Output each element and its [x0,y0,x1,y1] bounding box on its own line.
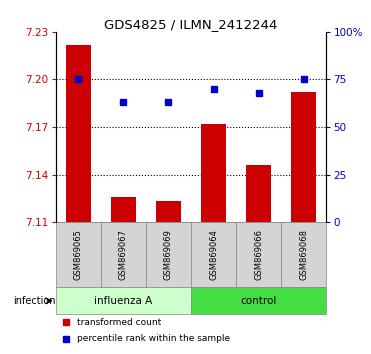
Text: transformed count: transformed count [77,318,161,327]
Bar [111,197,136,222]
Text: GSM869065: GSM869065 [74,229,83,280]
Bar [281,222,326,287]
Bar [236,222,281,287]
Text: infection: infection [13,296,56,306]
Bar [246,165,271,222]
Bar [66,45,91,222]
Bar [191,222,236,287]
Bar [191,287,326,314]
Text: GSM869066: GSM869066 [254,229,263,280]
Text: GSM869068: GSM869068 [299,229,308,280]
Bar [101,222,146,287]
Text: GSM869067: GSM869067 [119,229,128,280]
Bar [292,92,316,222]
Text: control: control [240,296,277,306]
Bar [156,201,181,222]
Bar [56,222,101,287]
Text: percentile rank within the sample: percentile rank within the sample [77,334,230,343]
Text: influenza A: influenza A [94,296,152,306]
Text: GSM869064: GSM869064 [209,229,218,280]
Bar [56,287,191,314]
Bar [146,222,191,287]
Bar [201,124,226,222]
Title: GDS4825 / ILMN_2412244: GDS4825 / ILMN_2412244 [104,18,278,31]
Text: GSM869069: GSM869069 [164,229,173,280]
